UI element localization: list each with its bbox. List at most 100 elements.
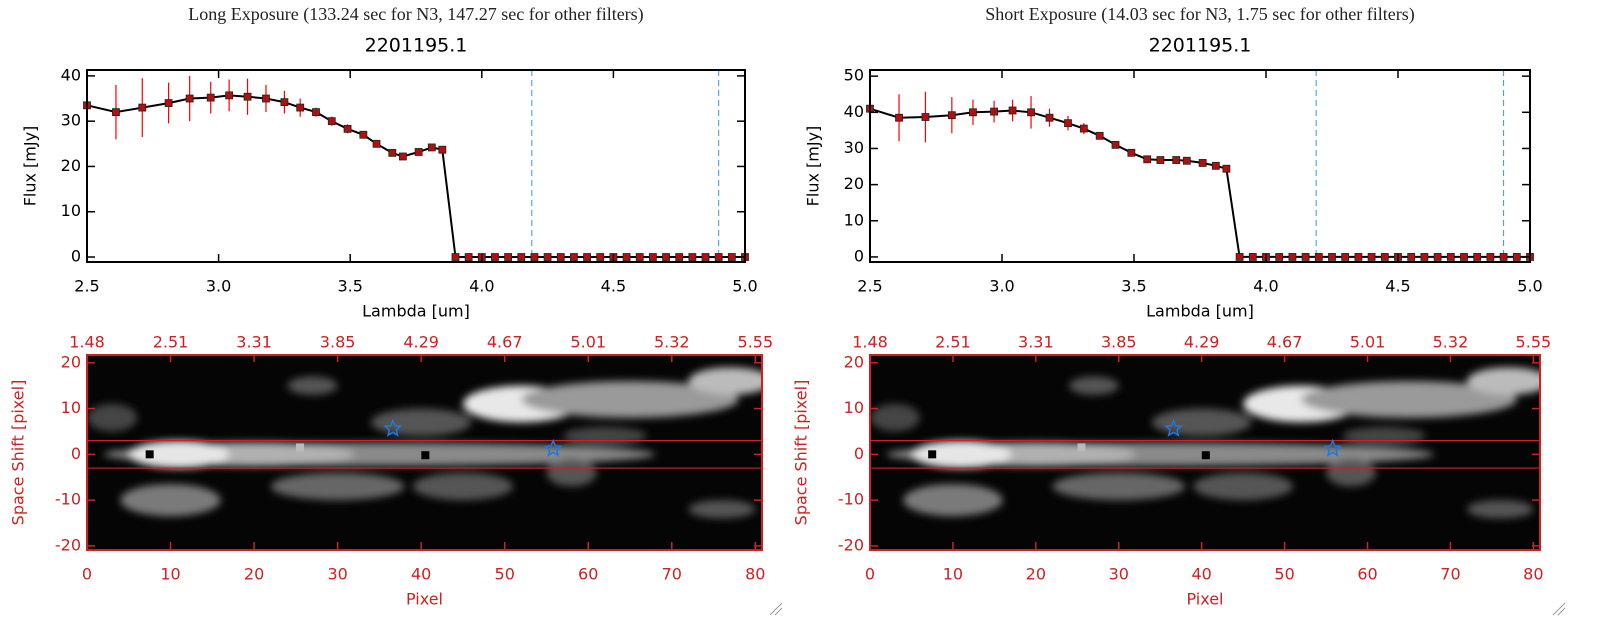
flux-marker: [1222, 164, 1231, 173]
y-tick-label: 0: [71, 444, 81, 463]
y-tick-label: 0: [71, 247, 81, 266]
flux-marker: [1407, 253, 1416, 261]
image-blob: [1151, 408, 1252, 437]
y-tick-label: 40: [61, 65, 81, 84]
flux-marker: [398, 152, 407, 161]
flux-marker: [1433, 253, 1442, 261]
flux-marker: [1380, 253, 1389, 261]
image-blob: [521, 381, 739, 418]
x2-tick-label: 1.48: [69, 333, 105, 352]
flux-marker: [1172, 156, 1181, 164]
star-marker: [383, 418, 403, 437]
plot-frame: [86, 354, 763, 551]
flux-marker: [1127, 148, 1136, 157]
flux-marker: [1341, 253, 1350, 261]
chart-title: 2201195.1: [1149, 35, 1252, 57]
x-tick-label: 5.0: [1517, 277, 1542, 296]
image-blob: [120, 484, 221, 517]
x2-tick-label: 3.85: [320, 333, 356, 352]
image-blobs: [870, 367, 1540, 519]
flux-marker: [1156, 156, 1165, 164]
flux-marker: [1235, 253, 1244, 261]
y-tick-label: 30: [844, 138, 864, 157]
flux-marker: [921, 113, 930, 121]
flux-marker: [727, 253, 736, 261]
x-tick-label: 4.0: [469, 277, 494, 296]
flux-marker: [1328, 253, 1336, 261]
x-tick-label: 80: [1523, 565, 1543, 584]
x-tick-label: 20: [1026, 565, 1046, 584]
flux-marker: [662, 253, 670, 261]
image-blob: [688, 367, 762, 395]
flux-marker: [372, 139, 381, 148]
x2-tick-label: 4.67: [487, 333, 523, 352]
flux-marker: [427, 143, 436, 152]
x-tick-label: 40: [1192, 565, 1212, 584]
x-tick-label: 10: [943, 565, 963, 584]
flux-marker: [1211, 161, 1220, 170]
x-tick-label: 20: [244, 565, 264, 584]
x-tick-label: 30: [327, 565, 347, 584]
y-tick-label: 40: [844, 102, 864, 121]
flux-marker: [185, 94, 194, 103]
flux-marker: [895, 113, 903, 122]
x2-tick-label: 5.32: [654, 333, 690, 352]
flux-marker: [388, 148, 397, 157]
image-blob: [1069, 376, 1119, 395]
x2-tick-label: 5.01: [570, 333, 606, 352]
flux-marker: [1027, 108, 1035, 117]
x-tick-label: 3.0: [206, 277, 231, 296]
image-blob: [546, 458, 597, 487]
y-tick-label: 20: [844, 352, 864, 371]
y-tick-label: 0: [854, 444, 864, 463]
flux-marker: [451, 253, 460, 261]
flux-marker: [675, 253, 684, 261]
flux-marker: [504, 253, 513, 261]
x-tick-label: 4.5: [601, 277, 626, 296]
y-tick-label: 30: [61, 111, 81, 130]
x-tick-label: 60: [578, 565, 598, 584]
flux-marker: [1095, 131, 1104, 140]
image-plot: 1.48 2.51 3.31 3.85 4.29 4.67 5.01 5.32 5.55 0 10 2…: [792, 333, 1552, 609]
flux-marker: [969, 108, 977, 117]
x-tick-label: 40: [411, 565, 431, 584]
flux-marker: [206, 93, 215, 102]
x-tick-label: 80: [745, 565, 765, 584]
flux-marker: [1446, 253, 1455, 261]
flux-marker: [327, 117, 336, 126]
y-tick-label: 20: [61, 156, 81, 175]
x-tick-label: 3.5: [337, 277, 362, 296]
flux-marker: [1288, 253, 1297, 261]
flux-marker: [491, 253, 499, 261]
flux-marker: [1420, 253, 1429, 261]
flux-marker: [596, 253, 605, 261]
x2-tick-label: 3.31: [1018, 333, 1054, 352]
spectrum-plot: Short Exposure (14.03 sec for N3, 1.75 s…: [804, 4, 1543, 320]
x-tick-label: 2.5: [857, 277, 882, 296]
x-tick-label: 10: [160, 565, 180, 584]
plot-frame: [869, 69, 1531, 263]
image-blob: [1467, 500, 1534, 519]
image-blobs: [87, 367, 762, 519]
image-blob: [563, 426, 647, 446]
x-tick-label: 70: [662, 565, 682, 584]
image-blob: [870, 403, 920, 432]
flux-marker: [1008, 106, 1017, 115]
flux-marker: [517, 253, 526, 261]
flux-marker: [714, 253, 723, 261]
image-blob: [412, 472, 514, 501]
image-blob: [1052, 472, 1186, 501]
flux-marker: [1064, 119, 1072, 128]
image-blob: [270, 472, 405, 501]
spectrum-plot: Long Exposure (133.24 sec for N3, 147.27…: [21, 4, 758, 320]
x-axis-label: Pixel: [1186, 590, 1223, 609]
flux-marker: [1198, 159, 1207, 167]
resize-handle[interactable]: [769, 602, 1566, 616]
flux-marker: [1045, 113, 1054, 122]
detector-image: [870, 367, 1540, 519]
image-blob: [1193, 472, 1293, 501]
x2-tick-label: 5.55: [738, 333, 774, 352]
x2-tick-label: 3.85: [1101, 333, 1137, 352]
x-tick-label: 3.0: [989, 277, 1014, 296]
